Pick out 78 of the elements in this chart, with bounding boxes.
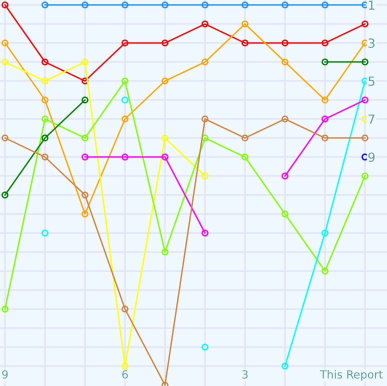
point — [322, 116, 328, 122]
point — [202, 1, 208, 8]
point — [122, 116, 128, 122]
point — [42, 1, 48, 8]
point — [162, 77, 168, 84]
point — [42, 154, 48, 160]
point — [162, 1, 168, 8]
point — [82, 134, 88, 142]
point — [282, 58, 288, 66]
point — [202, 344, 208, 351]
x-tick-label: 6 — [122, 370, 128, 379]
point — [282, 116, 288, 122]
point — [242, 1, 248, 8]
point — [322, 134, 328, 142]
point — [362, 172, 368, 180]
y-tick-label: 7 — [368, 114, 374, 124]
point — [202, 134, 208, 142]
point — [162, 39, 168, 46]
point — [82, 210, 88, 218]
point — [282, 362, 288, 370]
point — [2, 306, 8, 312]
point — [282, 210, 288, 218]
point — [2, 1, 8, 8]
point — [82, 192, 88, 198]
point — [82, 1, 88, 8]
point — [122, 1, 128, 8]
point — [2, 39, 8, 46]
y-tick-label: 9 — [368, 152, 375, 162]
point — [362, 134, 368, 142]
point — [82, 154, 88, 160]
point — [42, 116, 48, 122]
point — [322, 268, 328, 274]
point — [202, 172, 208, 180]
point — [202, 58, 208, 66]
point — [162, 248, 168, 256]
point — [122, 96, 128, 104]
point — [362, 96, 368, 104]
point — [362, 20, 368, 28]
point — [322, 96, 328, 104]
point — [202, 20, 208, 28]
point — [322, 1, 328, 8]
point — [42, 96, 48, 104]
point — [322, 230, 328, 236]
point — [282, 172, 288, 180]
point — [242, 20, 248, 28]
point — [2, 134, 8, 142]
point — [42, 230, 48, 236]
point — [242, 154, 248, 160]
point — [122, 306, 128, 312]
point — [42, 58, 48, 66]
point — [42, 134, 48, 142]
point — [202, 116, 208, 122]
point — [162, 134, 168, 142]
point — [122, 39, 128, 46]
y-tick-label: 3 — [368, 38, 375, 48]
point — [82, 96, 88, 104]
x-tick-label: 9 — [2, 370, 8, 379]
point — [322, 39, 328, 46]
point — [2, 192, 8, 198]
y-tick-label: 5 — [368, 76, 374, 86]
point — [162, 154, 168, 160]
x-tick-label: 3 — [242, 370, 248, 379]
x-tick-label: This Report — [320, 370, 383, 381]
point — [362, 58, 368, 66]
point — [282, 1, 288, 8]
y-tick-label: 1 — [368, 0, 374, 10]
point — [322, 58, 328, 66]
point — [282, 39, 288, 46]
point — [42, 77, 48, 84]
point — [82, 58, 88, 66]
point — [2, 58, 8, 66]
point — [242, 134, 248, 142]
point — [202, 230, 208, 236]
point — [122, 77, 128, 84]
point — [122, 362, 128, 370]
point — [82, 77, 88, 84]
point — [242, 39, 248, 46]
point — [122, 154, 128, 160]
